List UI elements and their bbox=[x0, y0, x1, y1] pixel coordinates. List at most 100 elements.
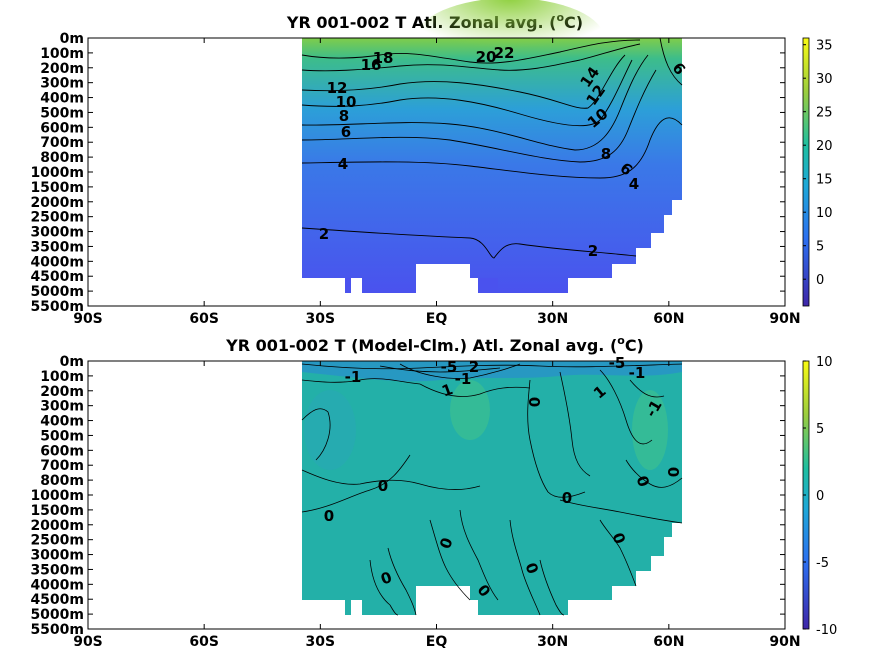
contour-label: -5 bbox=[609, 354, 626, 372]
y-tick-label: 500m bbox=[40, 105, 84, 121]
colorbar-tick-label: 30 bbox=[816, 72, 833, 87]
y-tick-label: 600m bbox=[40, 120, 84, 136]
contour-label: 0 bbox=[378, 477, 388, 495]
contour-line bbox=[301, 378, 421, 385]
contour-line bbox=[509, 519, 541, 616]
y-tick-label: 300m bbox=[40, 399, 84, 415]
y-tick-label: 2500m bbox=[30, 533, 84, 549]
contour-line bbox=[659, 37, 683, 86]
colorbar-tick-label: 10 bbox=[816, 355, 833, 370]
panel-temperature: YR 001-002 T Atl. Zonal avg. (oC) 18 16 … bbox=[30, 0, 833, 327]
contour-label: 4 bbox=[338, 155, 348, 173]
contour-line bbox=[301, 69, 657, 163]
contour-line bbox=[301, 59, 633, 127]
contour-line bbox=[301, 469, 481, 490]
y-tick-label: 600m bbox=[40, 443, 84, 459]
colorbar-ticks: 10 5 0 -5 -10 bbox=[803, 355, 837, 638]
colorbar-tick-label: 20 bbox=[816, 139, 833, 154]
contour-label: 12 bbox=[327, 79, 348, 97]
y-tick-label: 700m bbox=[40, 458, 84, 474]
contour-line bbox=[527, 379, 586, 498]
contour-labels: -1 -5 2 -1 1 0 -5 -1 1 -1 0 0 0 0 0 0 0 … bbox=[324, 354, 683, 601]
colorbar-tick-label: 0 bbox=[816, 489, 824, 504]
contour-label: 2 bbox=[469, 358, 479, 376]
contour-label: 22 bbox=[494, 44, 515, 62]
y-tick-label: 800m bbox=[40, 150, 84, 166]
contour-line bbox=[459, 509, 499, 601]
contour-label: 16 bbox=[361, 56, 382, 74]
contour-line bbox=[379, 365, 501, 373]
contour-line bbox=[301, 408, 331, 461]
y-tick-label: 400m bbox=[40, 91, 84, 107]
y-tick-label: 5500m bbox=[30, 299, 84, 315]
field-area bbox=[302, 361, 682, 615]
warm-anomaly-patch bbox=[632, 390, 668, 470]
panel-anomaly: YR 001-002 T (Model-Clm.) Atl. Zonal avg… bbox=[30, 334, 837, 650]
contour-line bbox=[539, 559, 565, 616]
field-area bbox=[302, 0, 682, 293]
y-tick-label: 1000m bbox=[30, 165, 84, 181]
colorbar-ticks: 35 30 25 20 15 10 5 0 bbox=[803, 39, 833, 288]
y-tick-label: 5000m bbox=[30, 284, 84, 300]
contour-label: -1 bbox=[642, 397, 666, 420]
contour-label: 8 bbox=[601, 145, 611, 163]
y-tick-label: 800m bbox=[40, 473, 84, 489]
temperature-field bbox=[302, 38, 682, 293]
contour-line bbox=[301, 363, 683, 370]
contour-line bbox=[301, 227, 637, 259]
contour-label: -5 bbox=[441, 358, 458, 376]
y-tick-label: 4000m bbox=[30, 254, 84, 270]
y-tick-label: 300m bbox=[40, 76, 84, 92]
contour-line bbox=[301, 117, 683, 179]
x-tick-label: 30N bbox=[537, 311, 568, 327]
y-tick-label: 0m bbox=[60, 354, 84, 370]
x-tick-label: 30N bbox=[537, 634, 568, 650]
x-tick-label: 90S bbox=[73, 311, 103, 327]
y-tick-label: 4500m bbox=[30, 269, 84, 285]
contour-label: 0 bbox=[324, 507, 334, 525]
y-tick-label: 3000m bbox=[30, 548, 84, 564]
contour-label: 0 bbox=[526, 397, 544, 407]
contour-label: -1 bbox=[345, 368, 362, 386]
y-tick-label: 4000m bbox=[30, 577, 84, 593]
contour-label: 8 bbox=[339, 107, 349, 125]
seafloor-column bbox=[478, 600, 498, 615]
x-tick-label: 60S bbox=[189, 311, 219, 327]
contour-label: 6 bbox=[341, 123, 351, 141]
y-tick-label: 4500m bbox=[30, 592, 84, 608]
contour-label: -1 bbox=[629, 364, 646, 382]
contour-label: 20 bbox=[476, 48, 497, 66]
contour-label: 18 bbox=[373, 49, 394, 67]
contour-line bbox=[369, 559, 399, 616]
contour-label: 2 bbox=[588, 242, 598, 260]
contour-lines bbox=[301, 363, 683, 616]
warm-surface-patch bbox=[415, 0, 605, 82]
anomaly-field bbox=[302, 361, 682, 615]
contour-label: 4 bbox=[629, 175, 639, 193]
colorbar-tick-label: 5 bbox=[816, 422, 824, 437]
y-tick-label: 100m bbox=[40, 369, 84, 385]
axes: 90S 60S 30S EQ 30N 60N 90N0m100m200m300m400m50… bbox=[30, 354, 800, 650]
contour-line bbox=[387, 547, 417, 616]
y-tick-label: 5500m bbox=[30, 622, 84, 638]
y-tick-label: 200m bbox=[40, 384, 84, 400]
colorbar-tick-label: -5 bbox=[816, 556, 829, 571]
colorbar-tick-label: 25 bbox=[816, 106, 833, 121]
contour-line bbox=[301, 39, 641, 64]
x-tick-label: 30S bbox=[306, 311, 336, 327]
contour-label: 10 bbox=[336, 93, 357, 111]
x-tick-label: 90N bbox=[769, 634, 800, 650]
y-tick-label: 700m bbox=[40, 135, 84, 151]
y-tick-label: 200m bbox=[40, 61, 84, 77]
y-tick-label: 2500m bbox=[30, 210, 84, 226]
colorbar-tick-label: 10 bbox=[816, 206, 833, 221]
y-tick-label: 3000m bbox=[30, 225, 84, 241]
contour-line bbox=[559, 371, 591, 477]
y-tick-label: 3500m bbox=[30, 239, 84, 255]
y-tick-label: 500m bbox=[40, 428, 84, 444]
y-tick-label: 2000m bbox=[30, 518, 84, 534]
cool-surface-band bbox=[302, 361, 682, 382]
axes: 90S 60S 30S EQ 30N 60N 90N0m100m200m300m400m50… bbox=[30, 31, 800, 327]
contour-line bbox=[599, 369, 653, 445]
contour-line bbox=[301, 54, 649, 151]
